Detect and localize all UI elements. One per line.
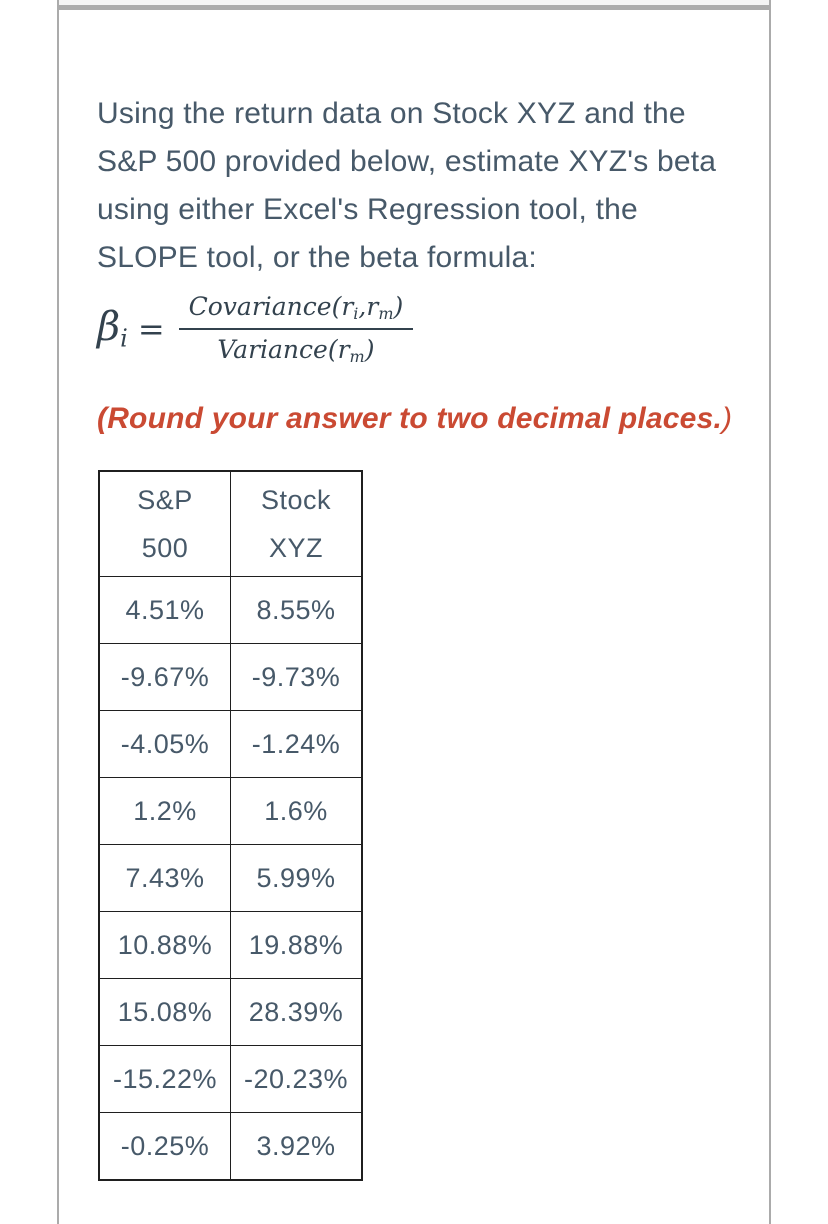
table-cell: 3.92% (230, 1112, 363, 1181)
table-cell: 4.51% (98, 576, 231, 644)
table-header-stockxyz: Stock XYZ (230, 470, 363, 577)
question-text-line: using either Excel's Regression tool, th… (97, 193, 638, 226)
formula-lhs: βi (97, 304, 128, 353)
rounding-instruction-bold: (Round your answer to two decimal places… (97, 402, 722, 435)
table-cell: -0.25% (98, 1112, 231, 1181)
top-strip (59, 0, 769, 5)
returns-table: S&P 500 Stock XYZ 4.51% 8.55% -9.67% -9.… (98, 470, 363, 1181)
table-row: 7.43% 5.99% (98, 844, 363, 912)
table-row: -15.22% -20.23% (98, 1045, 363, 1113)
table-row: 4.51% 8.55% (98, 576, 363, 644)
left-frame-line (57, 0, 59, 1224)
rounding-instruction-tail: ) (722, 402, 733, 435)
formula-fraction: Covariance(ri,rm) Variance(rm) (178, 292, 414, 366)
table-header-row: S&P 500 Stock XYZ (98, 470, 363, 577)
formula-equals: = (137, 310, 165, 348)
table-row: -4.05% -1.24% (98, 710, 363, 778)
table-cell: 15.08% (98, 978, 231, 1046)
table-cell: -20.23% (230, 1045, 363, 1113)
table-row: 15.08% 28.39% (98, 978, 363, 1046)
table-cell: 8.55% (230, 576, 363, 644)
question-text-line: SLOPE tool, or the beta formula: (97, 241, 537, 274)
table-cell: 5.99% (230, 844, 363, 912)
table-cell: -4.05% (98, 710, 231, 778)
table-cell: 28.39% (230, 978, 363, 1046)
beta-formula: βi = Covariance(ri,rm) Variance(rm) (97, 292, 414, 366)
table-cell: 19.88% (230, 911, 363, 979)
formula-numerator: Covariance(ri,rm) (178, 292, 414, 330)
table-row: -9.67% -9.73% (98, 643, 363, 711)
top-divider-bar (59, 5, 769, 10)
table-cell: 1.2% (98, 777, 231, 845)
table-cell: -1.24% (230, 710, 363, 778)
table-row: -0.25% 3.92% (98, 1112, 363, 1181)
table-row: 1.2% 1.6% (98, 777, 363, 845)
rounding-instruction: (Round your answer to two decimal places… (97, 402, 732, 436)
table-cell: 7.43% (98, 844, 231, 912)
table-header-sp500: S&P 500 (98, 470, 231, 577)
table-cell: -9.73% (230, 643, 363, 711)
table-cell: 10.88% (98, 911, 231, 979)
question-text-line: S&P 500 provided below, estimate XYZ's b… (97, 145, 717, 178)
table-row: 10.88% 19.88% (98, 911, 363, 979)
right-frame-line (769, 0, 771, 1224)
table-cell: 1.6% (230, 777, 363, 845)
table-cell: -9.67% (98, 643, 231, 711)
table-cell: -15.22% (98, 1045, 231, 1113)
formula-denominator: Variance(rm) (217, 335, 375, 366)
question-text-line: Using the return data on Stock XYZ and t… (97, 97, 686, 130)
